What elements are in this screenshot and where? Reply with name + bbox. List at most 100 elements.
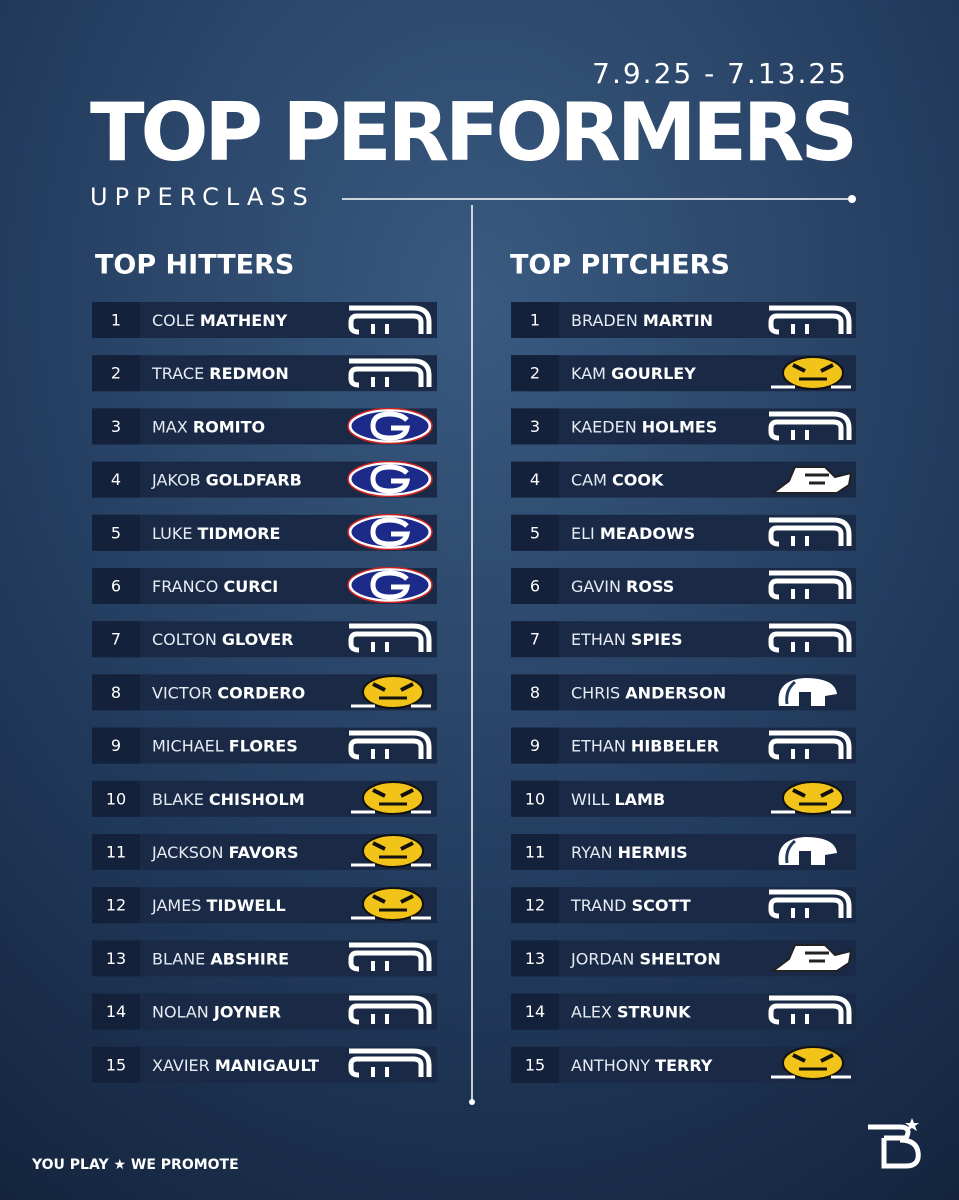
player-name: MAX ROMITO: [152, 417, 265, 436]
last-name: FLORES: [229, 736, 298, 755]
player-name: RYAN HERMIS: [571, 843, 688, 862]
rank: 8: [530, 683, 540, 702]
rank-box: [511, 621, 559, 658]
player-name: COLTON GLOVER: [152, 630, 293, 649]
rank-box: [92, 408, 140, 445]
player-name: NOLAN JOYNER: [152, 1002, 281, 1021]
player-name: JAKOB GOLDFARB: [151, 470, 302, 489]
last-name: JOYNER: [213, 1002, 281, 1021]
last-name: MATHENY: [200, 311, 288, 330]
last-name: MANIGAULT: [215, 1055, 319, 1074]
first-name: FRANCO: [152, 577, 218, 596]
rank: 13: [525, 949, 545, 968]
rank: 7: [530, 630, 540, 649]
player-name: MICHAEL FLORES: [152, 736, 298, 755]
last-name: GOLDFARB: [206, 470, 302, 489]
rank: 5: [111, 523, 121, 542]
last-name: ROMITO: [193, 417, 265, 436]
last-name: GOURLEY: [611, 364, 696, 383]
player-name: KAM GOURLEY: [571, 364, 696, 383]
rank-box: [511, 834, 559, 870]
rank: 7: [111, 630, 121, 649]
last-name: TIDWELL: [207, 896, 286, 915]
first-name: COLE: [152, 311, 195, 330]
first-name: KAEDEN: [571, 417, 637, 436]
last-name: HOLMES: [642, 417, 718, 436]
first-name: JAMES: [151, 896, 201, 915]
rank-box: [511, 408, 559, 445]
divider-dot: [848, 195, 856, 203]
first-name: MAX: [152, 417, 188, 436]
rank-box: [92, 993, 140, 1030]
first-name: NOLAN: [152, 1002, 209, 1021]
first-name: XAVIER: [152, 1055, 210, 1074]
last-name: CORDERO: [217, 683, 305, 702]
rank-box: [511, 302, 559, 338]
first-name: ALEX: [571, 1002, 612, 1021]
rank-box: [511, 780, 559, 817]
first-name: COLTON: [152, 630, 217, 649]
player-name: KAEDEN HOLMES: [571, 417, 717, 436]
rank-box: [92, 727, 140, 764]
rank: 11: [525, 843, 545, 862]
first-name: ETHAN: [571, 736, 626, 755]
rank: 14: [106, 1002, 126, 1021]
rank: 3: [111, 417, 121, 436]
last-name: ABSHIRE: [210, 949, 289, 968]
first-name: RYAN: [571, 843, 613, 862]
player-name: ELI MEADOWS: [571, 523, 695, 542]
player-name: JACKSON FAVORS: [151, 843, 299, 862]
rank: 1: [530, 311, 540, 330]
first-name: GAVIN: [571, 577, 621, 596]
last-name: ANDERSON: [625, 683, 726, 702]
rank: 10: [525, 789, 545, 808]
player-name: GAVIN ROSS: [571, 577, 674, 596]
rank: 9: [530, 736, 540, 755]
rank-box: [92, 514, 140, 551]
last-name: CURCI: [223, 577, 278, 596]
rank-box: [511, 993, 559, 1030]
first-name: TRAND: [570, 896, 626, 915]
first-name: LUKE: [152, 523, 192, 542]
last-name: TERRY: [655, 1055, 713, 1074]
rank-box: [511, 887, 559, 924]
rank: 14: [525, 1002, 545, 1021]
last-name: FAVORS: [229, 843, 299, 862]
last-name: MEADOWS: [600, 523, 695, 542]
rank: 5: [530, 523, 540, 542]
rank-box: [511, 568, 559, 604]
rank: 3: [530, 417, 540, 436]
rank: 15: [525, 1055, 545, 1074]
player-name: LUKE TIDMORE: [152, 523, 280, 542]
rank: 4: [111, 470, 121, 489]
rank-box: [511, 461, 559, 498]
player-row: 2 TRACE REDMON: [92, 355, 437, 392]
rank-box: [92, 887, 140, 924]
section-heading: TOP PITCHERS: [510, 250, 730, 281]
rank-box: [511, 940, 559, 977]
last-name: SHELTON: [639, 949, 720, 968]
rank-box: [511, 355, 559, 392]
rank: 12: [106, 896, 126, 915]
player-name: XAVIER MANIGAULT: [152, 1055, 319, 1074]
first-name: KAM: [571, 364, 606, 383]
rank: 11: [106, 843, 126, 862]
rank-box: [92, 621, 140, 658]
footer-slogan: YOU PLAY ★ WE PROMOTE: [31, 1157, 239, 1173]
rank-box: [511, 674, 559, 711]
first-name: BLAKE: [152, 789, 204, 808]
player-name: FRANCO CURCI: [152, 577, 278, 596]
brand-logo: [868, 1118, 921, 1169]
rank-box: [92, 780, 140, 817]
first-name: JAKOB: [151, 470, 201, 489]
title: TOP PERFORMERS: [90, 86, 858, 179]
first-name: WILL: [571, 789, 609, 808]
team-logo: [348, 568, 432, 603]
first-name: CAM: [571, 470, 607, 489]
player-name: COLE MATHENY: [152, 311, 288, 330]
player-name: ANTHONY TERRY: [571, 1055, 713, 1074]
last-name: COOK: [612, 470, 664, 489]
player-name: VICTOR CORDERO: [152, 683, 305, 702]
player-name: TRACE REDMON: [151, 364, 289, 383]
divider-dot: [469, 1099, 475, 1105]
